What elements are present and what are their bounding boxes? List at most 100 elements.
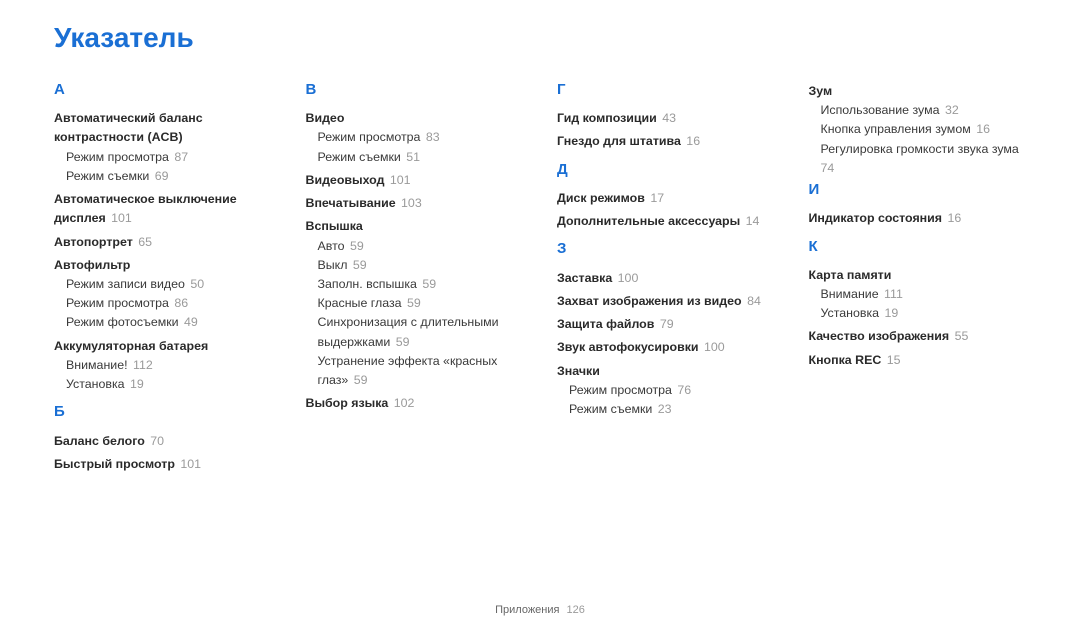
index-entry[interactable]: Аккумуляторная батарея xyxy=(54,337,272,356)
page-ref: 84 xyxy=(742,294,761,308)
index-subentry[interactable]: Режим записи видео 50 xyxy=(66,275,272,294)
page-ref: 59 xyxy=(417,277,436,291)
index-letter: Г xyxy=(557,78,775,101)
index-entry[interactable]: Звук автофокусировки 100 xyxy=(557,338,775,357)
index-entry[interactable]: Зум xyxy=(809,82,1027,101)
index-entry[interactable]: Гид композиции 43 xyxy=(557,109,775,128)
index-entry[interactable]: Вспышка xyxy=(306,217,524,236)
index-subentry[interactable]: Режим просмотра 87 xyxy=(66,148,272,167)
index-entry[interactable]: Быстрый просмотр 101 xyxy=(54,455,272,474)
column-1: А Автоматический баланс контрастности (AC… xyxy=(54,78,272,474)
index-subentry[interactable]: Кнопка управления зумом 16 xyxy=(821,120,1027,139)
page-ref: 19 xyxy=(879,306,898,320)
page-ref: 59 xyxy=(347,258,366,272)
index-entry[interactable]: Выбор языка 102 xyxy=(306,394,524,413)
index-entry[interactable]: Качество изображения 55 xyxy=(809,327,1027,346)
page-ref: 32 xyxy=(940,103,959,117)
page-ref: 16 xyxy=(681,134,700,148)
index-entry[interactable]: Значки xyxy=(557,362,775,381)
page-ref: 86 xyxy=(169,296,188,310)
page-ref: 87 xyxy=(169,150,188,164)
column-2: В ВидеоРежим просмотра 83Режим съемки 51 В… xyxy=(306,78,524,474)
index-entry[interactable]: Видео xyxy=(306,109,524,128)
index-entry[interactable]: Автопортрет 65 xyxy=(54,233,272,252)
page-ref: 19 xyxy=(125,377,144,391)
page-ref: 16 xyxy=(971,122,990,136)
index-subentry[interactable]: Использование зума 32 xyxy=(821,101,1027,120)
index-letter: В xyxy=(306,78,524,101)
index-subentry[interactable]: Режим просмотра 76 xyxy=(569,381,775,400)
index-subentry[interactable]: Установка 19 xyxy=(66,375,272,394)
index-subentry[interactable]: Красные глаза 59 xyxy=(318,294,524,313)
index-entry[interactable]: Автоматическое выключение дисплея 101 xyxy=(54,190,272,228)
index-letter: З xyxy=(557,237,775,260)
page-ref: 101 xyxy=(106,211,132,225)
page-ref: 51 xyxy=(401,150,420,164)
index-entry[interactable]: Захват изображения из видео 84 xyxy=(557,292,775,311)
page: Указатель А Автоматический баланс контрас… xyxy=(0,0,1080,630)
index-entry[interactable]: Кнопка REC 15 xyxy=(809,351,1027,370)
index-subentry[interactable]: Режим просмотра 86 xyxy=(66,294,272,313)
index-subentry[interactable]: Режим просмотра 83 xyxy=(318,128,524,147)
index-entry[interactable]: Видеовыход 101 xyxy=(306,171,524,190)
index-subentry[interactable]: Установка 19 xyxy=(821,304,1027,323)
index-subentry[interactable]: Режим съемки 23 xyxy=(569,400,775,419)
page-ref: 103 xyxy=(396,196,422,210)
page-ref: 100 xyxy=(612,271,638,285)
index-subentry[interactable]: Режим съемки 51 xyxy=(318,148,524,167)
index-letter: А xyxy=(54,78,272,101)
page-ref: 14 xyxy=(740,214,759,228)
index-subentry[interactable]: Выкл 59 xyxy=(318,256,524,275)
page-footer: Приложения 126 xyxy=(0,604,1080,616)
index-subentry[interactable]: Авто 59 xyxy=(318,237,524,256)
page-ref: 70 xyxy=(145,434,164,448)
page-ref: 50 xyxy=(185,277,204,291)
index-letter: К xyxy=(809,235,1027,258)
page-ref: 101 xyxy=(175,457,201,471)
page-ref: 112 xyxy=(128,358,153,372)
page-ref: 83 xyxy=(420,130,439,144)
index-columns: А Автоматический баланс контрастности (AC… xyxy=(54,78,1026,474)
page-ref: 59 xyxy=(390,335,409,349)
index-letter: Д xyxy=(557,158,775,181)
index-letter: Б xyxy=(54,400,272,423)
index-subentry[interactable]: Синхронизация с длительными выдержками 5… xyxy=(318,313,524,351)
column-3: Г Гид композиции 43 Гнездо для штатива 16 Д… xyxy=(557,78,775,474)
index-entry[interactable]: Впечатывание 103 xyxy=(306,194,524,213)
index-subentry[interactable]: Режим съемки 69 xyxy=(66,167,272,186)
page-ref: 17 xyxy=(645,191,664,205)
index-subentry[interactable]: Внимание! 112 xyxy=(66,356,272,375)
page-ref: 101 xyxy=(384,173,410,187)
index-entry[interactable]: Заставка 100 xyxy=(557,269,775,288)
page-ref: 59 xyxy=(402,296,421,310)
page-ref: 23 xyxy=(652,402,671,416)
index-subentry[interactable]: Устранение эффекта «красных глаз» 59 xyxy=(318,352,524,390)
index-subentry[interactable]: Регулировка громкости звука зума 74 xyxy=(821,140,1027,178)
page-ref: 74 xyxy=(821,142,1021,175)
page-ref: 65 xyxy=(133,235,152,249)
index-letter: И xyxy=(809,178,1027,201)
page-ref: 100 xyxy=(699,340,725,354)
index-subentry[interactable]: Режим фотосъемки 49 xyxy=(66,313,272,332)
index-entry[interactable]: Автофильтр xyxy=(54,256,272,275)
footer-page-number: 126 xyxy=(563,604,585,616)
page-ref: 43 xyxy=(657,111,676,125)
page-ref: 59 xyxy=(348,373,367,387)
page-ref: 16 xyxy=(942,211,961,225)
index-entry[interactable]: Баланс белого 70 xyxy=(54,432,272,451)
index-entry[interactable]: Защита файлов 79 xyxy=(557,315,775,334)
page-ref: 69 xyxy=(149,169,168,183)
index-entry[interactable]: Индикатор состояния 16 xyxy=(809,209,1027,228)
index-entry[interactable]: Карта памяти xyxy=(809,266,1027,285)
index-entry[interactable]: Дополнительные аксессуары 14 xyxy=(557,212,775,231)
index-subentry[interactable]: Заполн. вспышка 59 xyxy=(318,275,524,294)
index-entry[interactable]: Автоматический баланс контрастности (ACB… xyxy=(54,109,272,147)
index-subentry[interactable]: Внимание 111 xyxy=(821,285,1027,304)
index-entry[interactable]: Диск режимов 17 xyxy=(557,189,775,208)
page-title: Указатель xyxy=(54,22,1026,54)
column-4: ЗумИспользование зума 32Кнопка управлени… xyxy=(809,78,1027,474)
page-ref: 55 xyxy=(949,329,968,343)
index-entry[interactable]: Гнездо для штатива 16 xyxy=(557,132,775,151)
page-ref: 111 xyxy=(879,287,903,301)
page-ref: 79 xyxy=(654,317,673,331)
